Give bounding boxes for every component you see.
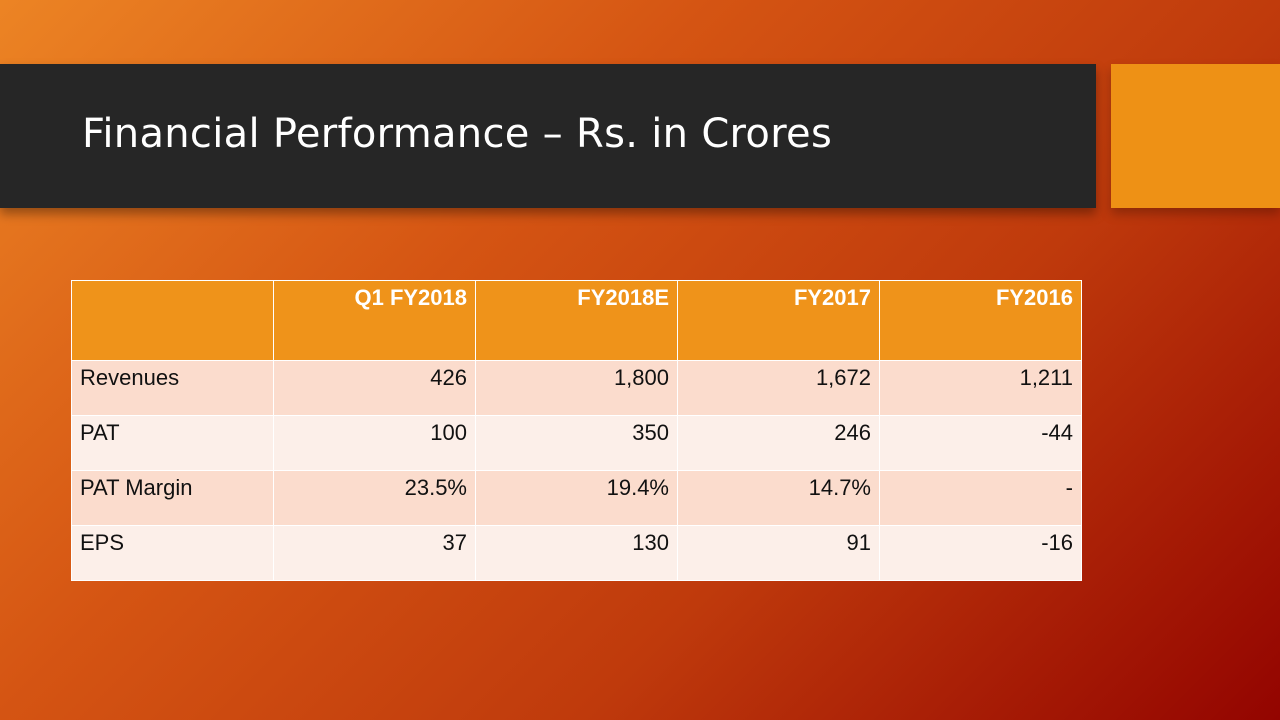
row-label: Revenues [71, 360, 274, 416]
header-row: Q1 FY2018 FY2018E FY2017 FY2016 [71, 280, 1082, 361]
value-cell: - [879, 470, 1082, 526]
value-cell: 426 [273, 360, 476, 416]
value-cell: 91 [677, 525, 880, 581]
financial-table: Q1 FY2018 FY2018E FY2017 FY2016 Revenues 426… [71, 280, 1082, 581]
column-header: Q1 FY2018 [273, 280, 476, 361]
accent-block [1111, 64, 1280, 208]
value-cell: 19.4% [475, 470, 678, 526]
row-label: PAT Margin [71, 470, 274, 526]
row-label: EPS [71, 525, 274, 581]
value-cell: 14.7% [677, 470, 880, 526]
table-body: Revenues 426 1,800 1,672 1,211 PAT 100 350 246 -4… [71, 360, 1082, 581]
row-label: PAT [71, 415, 274, 471]
value-cell: 130 [475, 525, 678, 581]
value-cell: 23.5% [273, 470, 476, 526]
value-cell: 1,211 [879, 360, 1082, 416]
value-cell: -44 [879, 415, 1082, 471]
value-cell: 350 [475, 415, 678, 471]
table-row: PAT Margin 23.5% 19.4% 14.7% - [71, 470, 1082, 526]
column-header: FY2016 [879, 280, 1082, 361]
title-bar [0, 64, 1096, 208]
slide-title: Financial Performance – Rs. in Crores [82, 111, 833, 157]
column-header: FY2018E [475, 280, 678, 361]
table-row: EPS 37 130 91 -16 [71, 525, 1082, 581]
value-cell: 1,672 [677, 360, 880, 416]
table-row: Revenues 426 1,800 1,672 1,211 [71, 360, 1082, 416]
table-row: PAT 100 350 246 -44 [71, 415, 1082, 471]
value-cell: 37 [273, 525, 476, 581]
value-cell: -16 [879, 525, 1082, 581]
value-cell: 246 [677, 415, 880, 471]
column-header: FY2017 [677, 280, 880, 361]
value-cell: 100 [273, 415, 476, 471]
value-cell: 1,800 [475, 360, 678, 416]
corner-cell [71, 280, 274, 361]
